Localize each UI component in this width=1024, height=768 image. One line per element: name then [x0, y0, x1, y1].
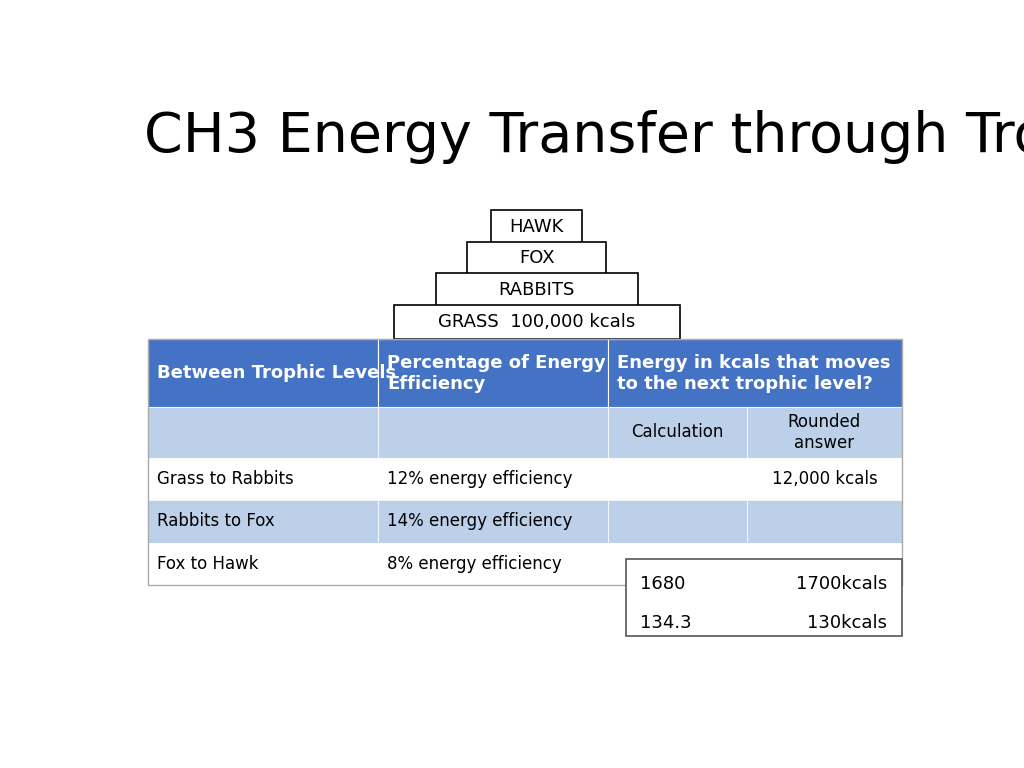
Text: 1700kcals: 1700kcals	[797, 575, 888, 594]
Text: Calculation: Calculation	[631, 423, 724, 442]
Bar	[607, 339, 902, 407]
Bar	[748, 500, 902, 543]
Text: HAWK: HAWK	[510, 217, 564, 236]
Bar	[467, 242, 606, 274]
Text: 134.3: 134.3	[640, 614, 691, 632]
Bar	[147, 500, 378, 543]
Bar	[435, 273, 638, 306]
Text: Grass to Rabbits: Grass to Rabbits	[158, 470, 294, 488]
Text: RABBITS: RABBITS	[499, 280, 574, 299]
Text: Energy in kcals that moves
to the next trophic level?: Energy in kcals that moves to the next t…	[617, 354, 891, 392]
Bar	[378, 500, 607, 543]
Bar	[378, 543, 607, 585]
Bar	[607, 500, 748, 543]
Bar	[492, 210, 583, 243]
Bar	[748, 543, 902, 585]
Bar	[626, 559, 902, 636]
Bar	[147, 339, 902, 585]
Text: Percentage of Energy
Efficiency: Percentage of Energy Efficiency	[387, 354, 606, 392]
Text: Fox to Hawk: Fox to Hawk	[158, 555, 259, 573]
Text: 8% energy efficiency: 8% energy efficiency	[387, 555, 562, 573]
Text: Between Trophic Levels: Between Trophic Levels	[158, 364, 396, 382]
Text: 12% energy efficiency: 12% energy efficiency	[387, 470, 572, 488]
Text: Rabbits to Fox: Rabbits to Fox	[158, 512, 275, 531]
Bar	[748, 458, 902, 500]
Bar	[147, 339, 378, 407]
Bar	[378, 458, 607, 500]
Text: FOX: FOX	[519, 249, 555, 267]
Text: GRASS  100,000 kcals: GRASS 100,000 kcals	[438, 313, 635, 331]
Text: Rounded
answer: Rounded answer	[787, 413, 861, 452]
Bar	[748, 407, 902, 458]
Text: 130kcals: 130kcals	[808, 614, 888, 632]
Bar	[378, 339, 607, 407]
Text: 12,000 kcals: 12,000 kcals	[772, 470, 878, 488]
Bar	[394, 305, 680, 339]
Bar	[147, 458, 378, 500]
Text: CH3 Energy Transfer through Trophic Levels: CH3 Energy Transfer through Trophic Leve…	[143, 110, 1024, 164]
Text: 1680: 1680	[640, 575, 685, 594]
Bar	[147, 407, 378, 458]
Bar	[607, 543, 748, 585]
Bar	[607, 407, 748, 458]
Text: 14% energy efficiency: 14% energy efficiency	[387, 512, 572, 531]
Bar	[378, 407, 607, 458]
Bar	[607, 458, 748, 500]
Bar	[147, 543, 378, 585]
